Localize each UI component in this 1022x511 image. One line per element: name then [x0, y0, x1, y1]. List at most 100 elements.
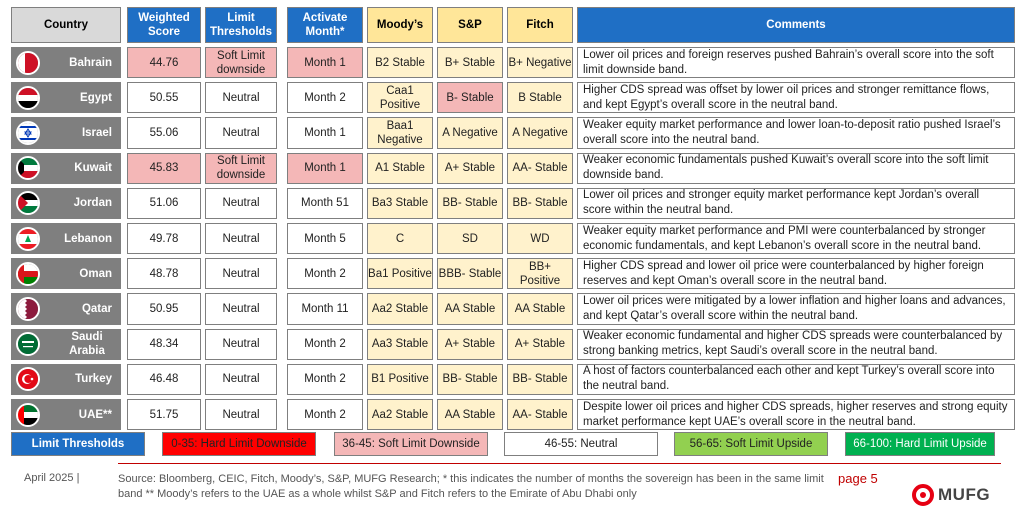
country-name: Saudi Arabia: [69, 331, 105, 358]
cell-threshold: Neutral: [205, 399, 277, 431]
country-name: Israel: [81, 126, 112, 139]
cell-moodys: Aa2 Stable: [367, 399, 433, 431]
country-name: Lebanon: [64, 232, 112, 245]
cell-sp: AA Stable: [437, 293, 503, 325]
country-cell: Egypt: [11, 82, 121, 114]
country-cell: Kuwait: [11, 152, 121, 184]
cell-moodys: Aa3 Stable: [367, 328, 433, 360]
saudi-flag-icon: [16, 332, 40, 357]
country-cell: Qatar: [11, 293, 121, 325]
cell-fitch: B Stable: [507, 82, 573, 114]
cell-fitch: A+ Stable: [507, 328, 573, 360]
cell-score: 49.78: [127, 223, 201, 255]
header-sp: S&P: [437, 7, 503, 43]
cell-month: Month 51: [287, 187, 363, 219]
cell-sp: BBB- Stable: [437, 258, 503, 290]
cell-fitch: A Negative: [507, 117, 573, 149]
mufg-logo-icon: [912, 484, 934, 506]
page-number: page 5: [838, 471, 878, 486]
header-comments: Comments: [577, 7, 1015, 43]
footer-date: April 2025 |: [24, 472, 80, 484]
country-name: Qatar: [81, 302, 112, 315]
cell-sp: A Negative: [437, 117, 503, 149]
footer-source: Source: Bloomberg, CEIC, Fitch, Moody’s,…: [118, 473, 824, 500]
cell-moodys: C: [367, 223, 433, 255]
header-limit-thresholds: Limit Thresholds: [205, 7, 277, 43]
cell-threshold: Neutral: [205, 187, 277, 219]
cell-threshold: Neutral: [205, 363, 277, 395]
cell-score: 45.83: [127, 152, 201, 184]
cell-comment: Weaker economic fundamental and higher C…: [577, 328, 1015, 360]
mufg-logo-text: MUFG: [938, 485, 991, 504]
cell-sp: B- Stable: [437, 82, 503, 114]
cell-fitch: AA Stable: [507, 293, 573, 325]
cell-comment: A host of factors counterbalanced each o…: [577, 363, 1015, 395]
cell-moodys: B2 Stable: [367, 47, 433, 79]
country-cell: Oman: [11, 258, 121, 290]
cell-score: 48.78: [127, 258, 201, 290]
cell-month: Month 2: [287, 258, 363, 290]
cell-comment: Lower oil prices and foreign reserves pu…: [577, 47, 1015, 79]
country-name: Jordan: [73, 197, 112, 210]
cell-threshold: Neutral: [205, 328, 277, 360]
country-cell: Bahrain: [11, 47, 121, 79]
cell-fitch: B+ Negative: [507, 47, 573, 79]
country-cell: UAE**: [11, 399, 121, 431]
mufg-logo: MUFG: [912, 484, 990, 506]
cell-month: Month 1: [287, 152, 363, 184]
cell-threshold: Soft Limit downside: [205, 47, 277, 79]
cell-fitch: AA- Stable: [507, 152, 573, 184]
cell-sp: A+ Stable: [437, 328, 503, 360]
legend-hard-limit-downside: 0-35: Hard Limit Downside: [162, 432, 316, 456]
cell-score: 48.34: [127, 328, 201, 360]
cell-moodys: Baa1 Negative: [367, 117, 433, 149]
cell-score: 46.48: [127, 363, 201, 395]
cell-fitch: BB- Stable: [507, 363, 573, 395]
cell-score: 50.95: [127, 293, 201, 325]
cell-comment: Lower oil prices and stronger equity mar…: [577, 187, 1015, 219]
cell-moodys: B1 Positive: [367, 363, 433, 395]
cell-moodys: Ba3 Stable: [367, 187, 433, 219]
cell-sp: B+ Stable: [437, 47, 503, 79]
country-name: Bahrain: [69, 56, 112, 69]
cell-comment: Higher CDS spread was offset by lower oi…: [577, 82, 1015, 114]
footer-divider: [118, 463, 1001, 464]
cell-comment: Despite lower oil prices and higher CDS …: [577, 399, 1015, 431]
cell-comment: Weaker equity market performance and low…: [577, 117, 1015, 149]
cell-comment: Weaker economic fundamentals pushed Kuwa…: [577, 152, 1015, 184]
cell-month: Month 2: [287, 399, 363, 431]
cell-fitch: AA- Stable: [507, 399, 573, 431]
header-fitch: Fitch: [507, 7, 573, 43]
header-weighted-score: Weighted Score: [127, 7, 201, 43]
cell-threshold: Soft Limit downside: [205, 152, 277, 184]
country-name: Egypt: [80, 91, 112, 104]
cell-month: Month 2: [287, 363, 363, 395]
header-moodys: Moody’s: [367, 7, 433, 43]
cell-threshold: Neutral: [205, 223, 277, 255]
header-country: Country: [11, 7, 121, 43]
turkey-flag-icon: [16, 367, 40, 392]
cell-month: Month 2: [287, 82, 363, 114]
cell-moodys: Caa1 Positive: [367, 82, 433, 114]
cell-moodys: Aa2 Stable: [367, 293, 433, 325]
country-name: Turkey: [75, 373, 112, 386]
legend-soft-limit-upside: 56-65: Soft Limit Upside: [674, 432, 828, 456]
country-name: Kuwait: [74, 162, 112, 175]
legend-title: Limit Thresholds: [11, 432, 145, 456]
cell-threshold: Neutral: [205, 117, 277, 149]
cell-score: 51.06: [127, 187, 201, 219]
cell-sp: SD: [437, 223, 503, 255]
cell-month: Month 1: [287, 47, 363, 79]
country-name: Oman: [79, 267, 112, 280]
legend-soft-limit-downside: 36-45: Soft Limit Downside: [334, 432, 488, 456]
cell-threshold: Neutral: [205, 293, 277, 325]
cell-sp: A+ Stable: [437, 152, 503, 184]
cell-sp: BB- Stable: [437, 363, 503, 395]
cell-score: 50.55: [127, 82, 201, 114]
cell-comment: Higher CDS spread and lower oil price we…: [577, 258, 1015, 290]
egypt-flag-icon: [16, 85, 40, 110]
country-cell: Saudi Arabia: [11, 328, 121, 360]
oman-flag-icon: [16, 261, 40, 286]
country-cell: Lebanon: [11, 223, 121, 255]
bahrain-flag-icon: [16, 50, 40, 75]
